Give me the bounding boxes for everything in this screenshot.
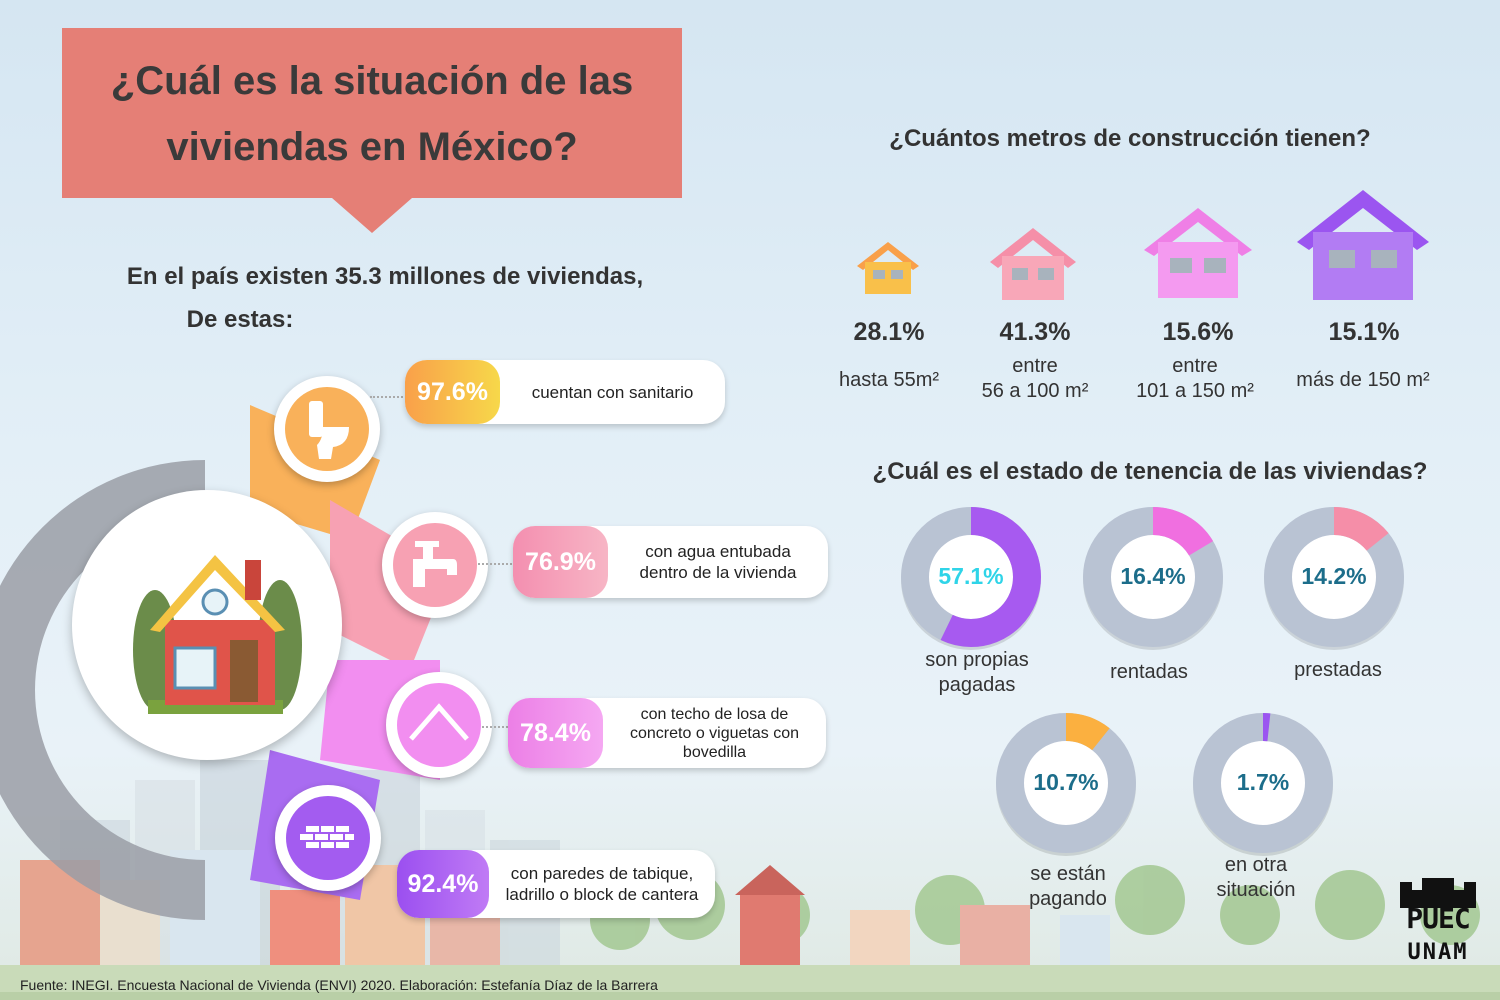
tenure-donut (1083, 507, 1223, 650)
construction-pct: 15.6% (1162, 318, 1234, 346)
tenure-label: prestadas (1294, 659, 1382, 681)
roof-icon-circle (386, 672, 492, 778)
intro-text: En el país existen 35.3 millones de vivi… (126, 263, 644, 290)
faucet-icon (413, 541, 457, 587)
title-banner (62, 28, 682, 233)
brick-wall-icon-circle (275, 785, 381, 891)
house-illustration-icon (133, 555, 302, 714)
donut-segment (1083, 507, 1223, 647)
tenure-pct: 1.7% (1236, 769, 1290, 795)
tenure-heading: ¿Cuál es el estado de tenencia de las vi… (872, 458, 1428, 485)
castle-battlement-icon (1400, 878, 1476, 908)
service-pill-paredes: 92.4% con paredes de tabique, ladrillo o… (397, 850, 715, 918)
construction-label: más de 150 m² (1296, 369, 1430, 391)
service-pct: 97.6% (405, 360, 500, 424)
service-label: con techo de losa de concreto o viguetas… (630, 705, 799, 761)
toilet-icon-circle (274, 376, 380, 482)
tenure-donut (901, 507, 1041, 650)
tenure-pct: 16.4% (1120, 563, 1186, 589)
tenure-pct: 10.7% (1033, 769, 1099, 795)
donut-segment (1264, 507, 1404, 647)
logo-unam-text: UNAM (1407, 940, 1469, 965)
tenure-donut (996, 713, 1136, 856)
puec-unam-logo: PUEC UNAM (1398, 878, 1478, 970)
connector-line (478, 563, 516, 565)
tenure-donut (1193, 713, 1333, 856)
construction-pct: 41.3% (999, 318, 1071, 346)
construction-pct: 28.1% (853, 318, 925, 346)
toilet-icon (309, 401, 349, 459)
medium-house-icon (990, 228, 1076, 300)
service-pill-techo: 78.4% con techo de losa de concreto o vi… (508, 698, 826, 768)
donut-segment (901, 507, 1041, 647)
service-pill-agua: 76.9% con agua entubada dentro de la viv… (513, 526, 828, 598)
service-pill-sanitario: 97.6% cuentan con sanitario (405, 360, 725, 424)
tenure-label: rentadas (1110, 661, 1188, 683)
service-pct: 78.4% (508, 698, 603, 768)
service-label: cuentan con sanitario (531, 382, 694, 402)
tenure-label: en otra situación (1216, 854, 1296, 901)
connector-line (482, 726, 512, 728)
logo-puec-text: PUEC (1406, 902, 1470, 935)
xlarge-house-icon (1297, 190, 1429, 300)
construction-label: entre 56 a 100 m² (981, 355, 1089, 402)
construction-heading: ¿Cuántos metros de construcción tienen? (889, 125, 1371, 152)
large-house-icon (1144, 208, 1252, 298)
brick-wall-icon (300, 826, 354, 848)
tenure-pct: 57.1% (938, 563, 1004, 589)
tenure-label: son propias pagadas (925, 649, 1029, 696)
donut-segment (1193, 713, 1333, 853)
intro-subtext: De estas: (186, 306, 294, 333)
connector-line (370, 396, 410, 398)
faucet-icon-circle (382, 512, 488, 618)
page-title: ¿Cuál es la situación de las viviendas e… (110, 59, 634, 169)
source-note: Fuente: INEGI. Encuesta Nacional de Vivi… (20, 977, 658, 993)
service-pct: 92.4% (397, 850, 489, 918)
tenure-donut (1264, 507, 1404, 650)
roof-icon (409, 703, 469, 741)
donut-segment (996, 713, 1136, 853)
tenure-pct: 14.2% (1301, 563, 1367, 589)
service-label: con paredes de tabique, ladrillo o block… (505, 864, 699, 904)
construction-pct: 15.1% (1328, 318, 1400, 346)
service-label: con agua entubada dentro de la vivienda (639, 542, 797, 582)
construction-label: hasta 55m² (838, 369, 940, 391)
tenure-label: se están pagando (1029, 863, 1107, 910)
small-house-icon (857, 242, 919, 294)
construction-label: entre 101 a 150 m² (1136, 355, 1254, 402)
service-pct: 76.9% (513, 526, 608, 598)
